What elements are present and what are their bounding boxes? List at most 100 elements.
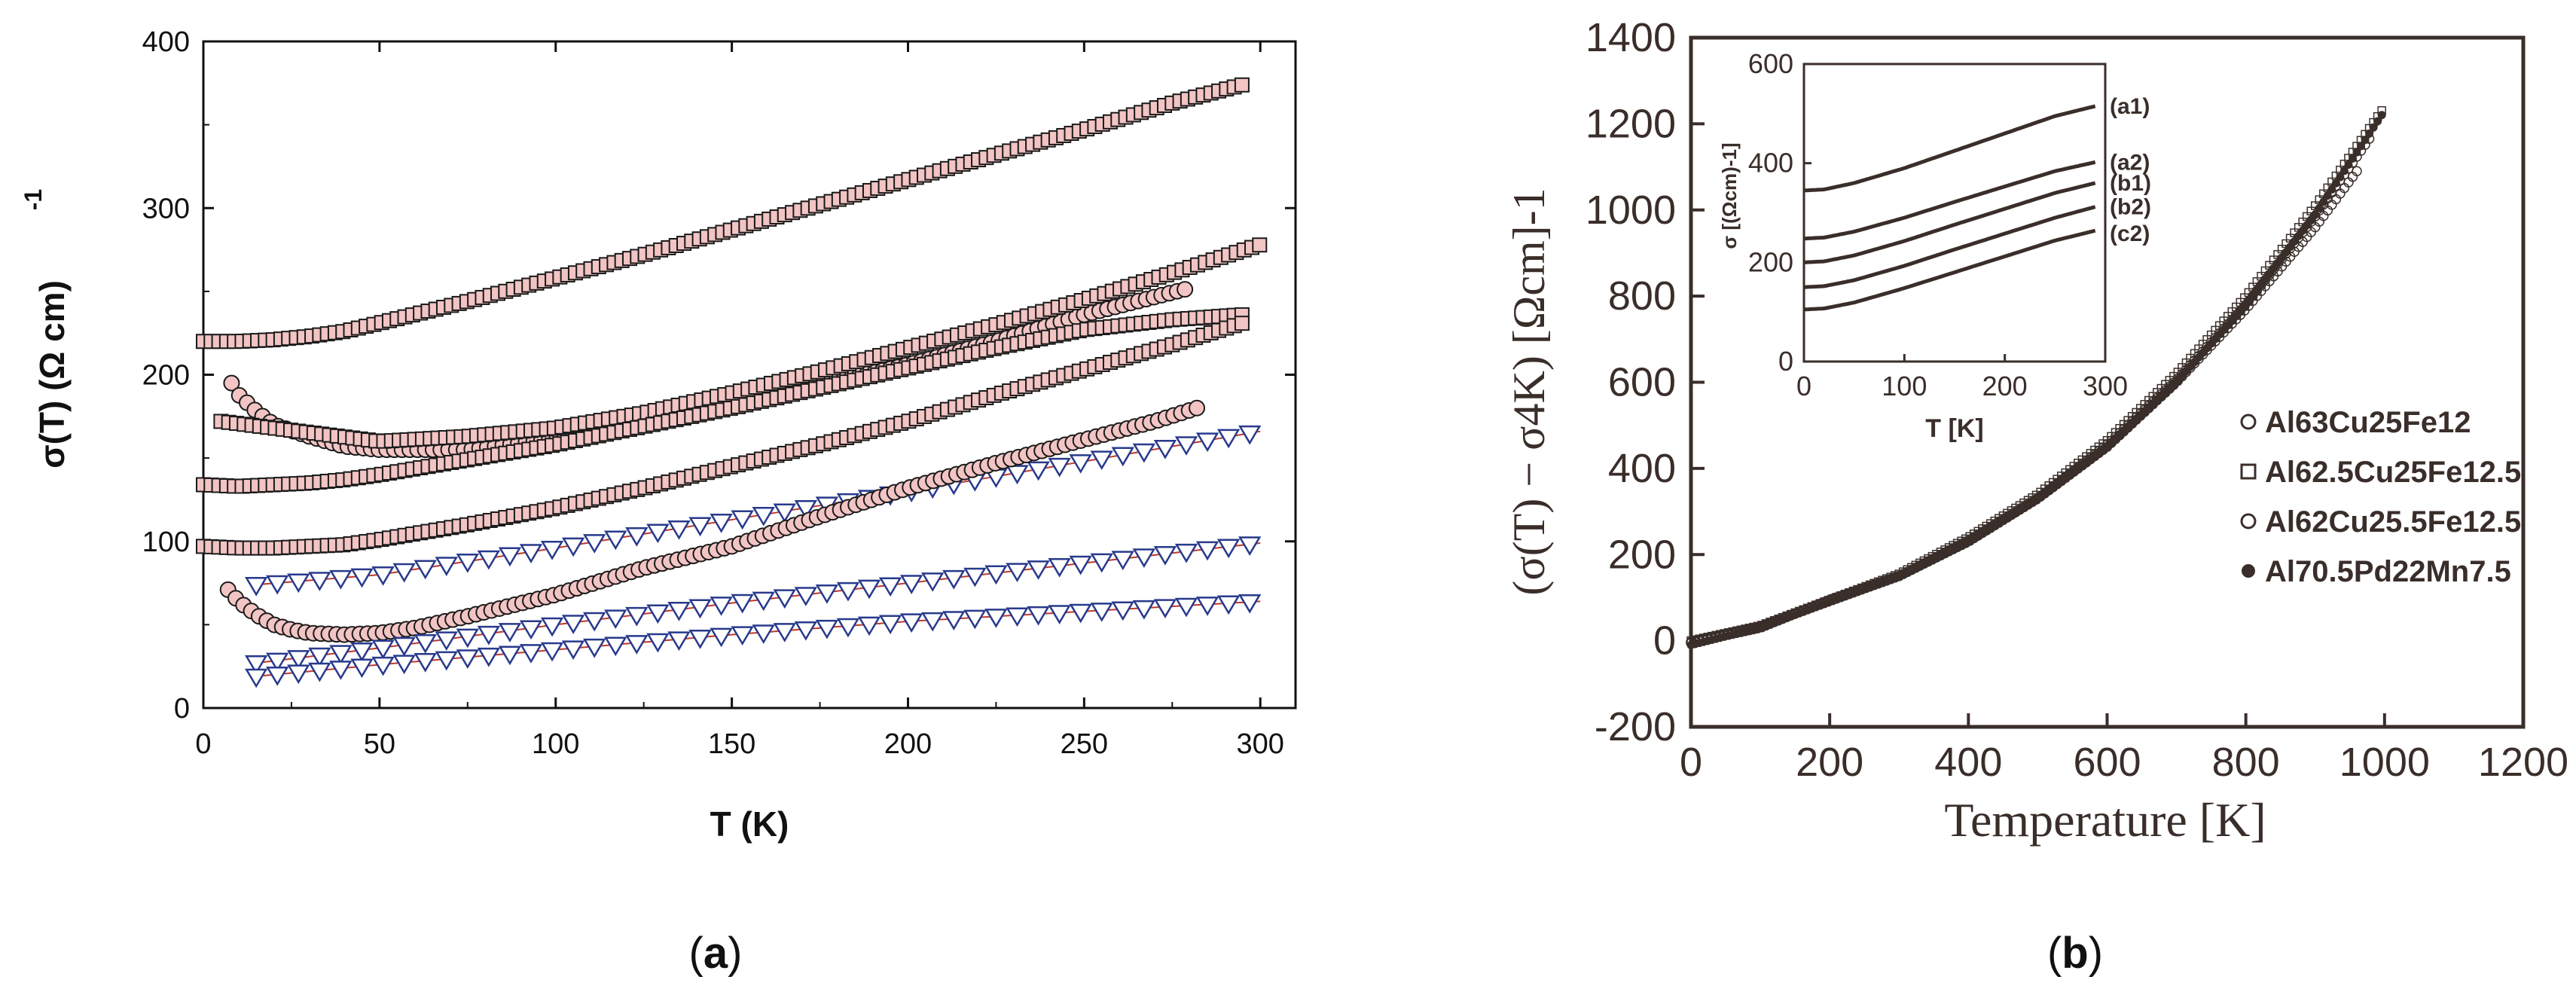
triangle-marker	[1238, 536, 1262, 557]
triangle-marker	[1195, 541, 1219, 561]
filled-circle-marker	[2278, 253, 2287, 262]
triangle-marker	[857, 616, 881, 636]
triangle-marker	[329, 645, 353, 665]
triangle-marker	[540, 541, 564, 560]
triangle-marker	[1216, 595, 1241, 615]
triangle-marker	[561, 537, 585, 557]
triangle-marker	[519, 620, 543, 640]
panel-b-legend: Al63Cu25Fe12 Al62.5Cu25Fe12.5 Al62Cu25.5Fe…	[2240, 406, 2521, 588]
triangle-marker	[1132, 548, 1156, 568]
triangle-marker	[963, 567, 987, 588]
filled-circle-marker	[2248, 291, 2257, 301]
triangle-marker	[921, 572, 945, 592]
triangle-marker	[1216, 429, 1241, 449]
triangle-marker	[329, 569, 353, 590]
triangle-marker	[604, 609, 627, 630]
legend-label: Al62.5Cu25Fe12.5	[2265, 456, 2521, 489]
filled-circle-marker	[2348, 154, 2357, 163]
triangle-marker	[519, 544, 543, 564]
inset-curve-label: (b1)	[2110, 171, 2151, 196]
triangle-marker	[1069, 454, 1092, 474]
triangle-marker	[1238, 594, 1262, 614]
triangle-marker	[583, 534, 606, 554]
filled-circle-marker	[2323, 191, 2332, 200]
panel-a-x-axis-label: T (K)	[710, 804, 789, 844]
triangle-marker	[392, 655, 416, 675]
triangle-marker	[540, 642, 564, 662]
triangle-marker	[667, 631, 691, 652]
inset-data: (a1) (a2)(b1)(b2)(c2)	[1803, 94, 2151, 312]
triangle-marker	[350, 642, 374, 662]
filled-circle-marker	[2290, 237, 2299, 246]
y-tick-label: 1200	[1586, 101, 1676, 146]
triangle-marker	[773, 589, 796, 609]
filled-circle-marker	[2260, 275, 2269, 284]
panel-a-y-axis-label: σ(T) (Ω cm)	[32, 280, 72, 468]
panel-a-chart: 0 50 100 150 200 250 300 0 100 200 300 400 T (K) σ(…	[20, 26, 1297, 844]
triangle-marker	[371, 566, 395, 586]
triangle-marker	[1153, 599, 1177, 619]
inset-y-tick-label: 0	[1778, 346, 1793, 377]
x-tick-label: 1200	[2478, 740, 2568, 785]
triangle-marker	[308, 572, 331, 591]
series-squares-1	[196, 77, 1250, 349]
triangle-marker	[1174, 436, 1198, 456]
triangle-marker	[836, 618, 860, 638]
triangle-marker	[646, 523, 670, 544]
x-tick-label: 200	[884, 728, 932, 760]
inset-x-tick-label: 0	[1796, 371, 1811, 401]
triangle-marker	[498, 623, 522, 642]
circle-marker	[1177, 281, 1194, 298]
triangle-marker	[1069, 603, 1092, 624]
triangle-marker	[815, 584, 839, 604]
triangle-marker	[1090, 450, 1113, 471]
triangle-marker	[371, 639, 395, 660]
filled-circle-marker	[2369, 123, 2378, 132]
y-tick-label: 0	[174, 693, 190, 725]
inset-y-axis-label: σ [(Ωcm)-1]	[1718, 142, 1741, 249]
triangle-marker	[604, 530, 627, 551]
triangle-marker	[752, 506, 775, 526]
y-tick-label: 800	[1608, 273, 1676, 319]
legend-circle-marker	[2240, 513, 2257, 530]
x-tick-label: 50	[364, 728, 395, 760]
triangle-marker	[710, 597, 733, 616]
triangle-marker	[731, 594, 754, 614]
series-squares-4	[196, 316, 1250, 556]
triangle-marker	[710, 513, 733, 533]
legend-label: Al63Cu25Fe12	[2265, 406, 2471, 439]
triangle-marker	[1195, 597, 1219, 616]
triangle-marker	[456, 649, 479, 669]
panel-a-caption: (a)	[689, 929, 743, 978]
triangle-marker	[1174, 597, 1198, 618]
triangle-marker	[540, 617, 564, 637]
triangle-marker	[477, 647, 501, 667]
filled-circle-marker	[2365, 129, 2374, 138]
x-tick-label: 1000	[2339, 740, 2430, 785]
y-tick-label: 400	[1608, 446, 1676, 491]
triangle-marker	[1132, 600, 1156, 620]
triangle-marker	[583, 638, 606, 658]
triangle-marker	[561, 640, 585, 661]
triangle-marker	[498, 547, 522, 567]
triangle-marker	[414, 560, 437, 580]
triangle-marker	[857, 579, 881, 600]
triangle-marker	[899, 613, 923, 633]
y-tick-label: -200	[1595, 704, 1676, 749]
legend-filled-circle-marker	[2242, 564, 2255, 578]
inset-curve	[1803, 181, 2096, 264]
inset-curve-label: (c2)	[2110, 221, 2150, 246]
filled-circle-marker	[2331, 179, 2340, 188]
triangle-marker	[625, 606, 649, 627]
filled-circle-marker	[2281, 248, 2291, 257]
square-marker	[1234, 77, 1250, 93]
inset-curve	[1803, 228, 2096, 312]
filled-circle-marker	[2311, 209, 2320, 218]
x-tick-label: 800	[2212, 740, 2280, 785]
triangle-marker	[984, 609, 1008, 628]
filled-circle-marker	[2373, 117, 2382, 126]
triangle-marker	[878, 577, 902, 597]
triangle-marker	[794, 587, 818, 606]
filled-circle-marker	[2357, 142, 2366, 151]
